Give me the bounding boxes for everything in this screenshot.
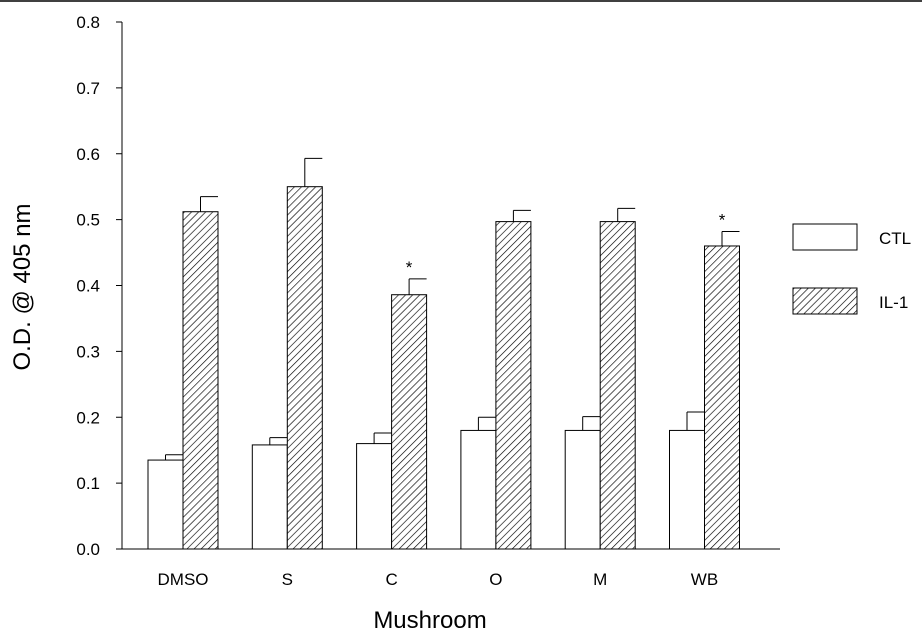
bar-il-1-m [599,221,636,550]
bar-il-1-s [286,186,323,550]
y-tick-label: 0.8 [76,13,100,32]
x-tick-label: M [593,570,607,589]
bar-ctl-s [251,444,288,550]
legend-swatch-il-1 [792,287,858,315]
x-axis-title: Mushroom [373,607,486,634]
legend-swatch-ctl [792,223,858,251]
x-tick-label: C [385,570,397,589]
significance-annotation: * [719,210,726,229]
bar-ctl-dmso [147,459,184,550]
bar-ctl-o [460,429,497,550]
y-tick-label: 0.7 [76,79,100,98]
y-tick-label: 0.2 [76,408,100,427]
y-tick-label: 0.0 [76,540,100,559]
significance-annotation: * [406,258,413,277]
bar-il-1-c [391,294,428,550]
y-tick-label: 0.4 [76,277,100,296]
bar-il-1-o [495,221,532,550]
bar-il-1-wb [704,245,740,550]
legend-label-ctl: CTL [879,229,911,248]
x-tick-label: WB [691,570,718,589]
x-tick-label: O [489,570,502,589]
plot-area: 0.0 0.1 0.2 0.3 0.4 0.5 0.6 0.7 0.8 DMSO S * C O M * WB [76,13,780,589]
bar-ctl-c [356,443,393,550]
x-tick-label: S [282,570,293,589]
y-tick-label: 0.1 [76,474,100,493]
bar-ctl-wb [669,429,705,550]
x-tick-label: DMSO [158,570,209,589]
y-axis-title: O.D. @ 405 nm [9,203,36,370]
legend-label-il-1: IL-1 [879,293,908,312]
legend: CTL IL-1 [792,223,911,315]
bar-ctl-m [564,429,601,550]
bar-il-1-dmso [182,211,219,550]
y-tick-label: 0.3 [76,342,100,361]
y-tick-label: 0.6 [76,145,100,164]
y-tick-label: 0.5 [76,211,100,230]
